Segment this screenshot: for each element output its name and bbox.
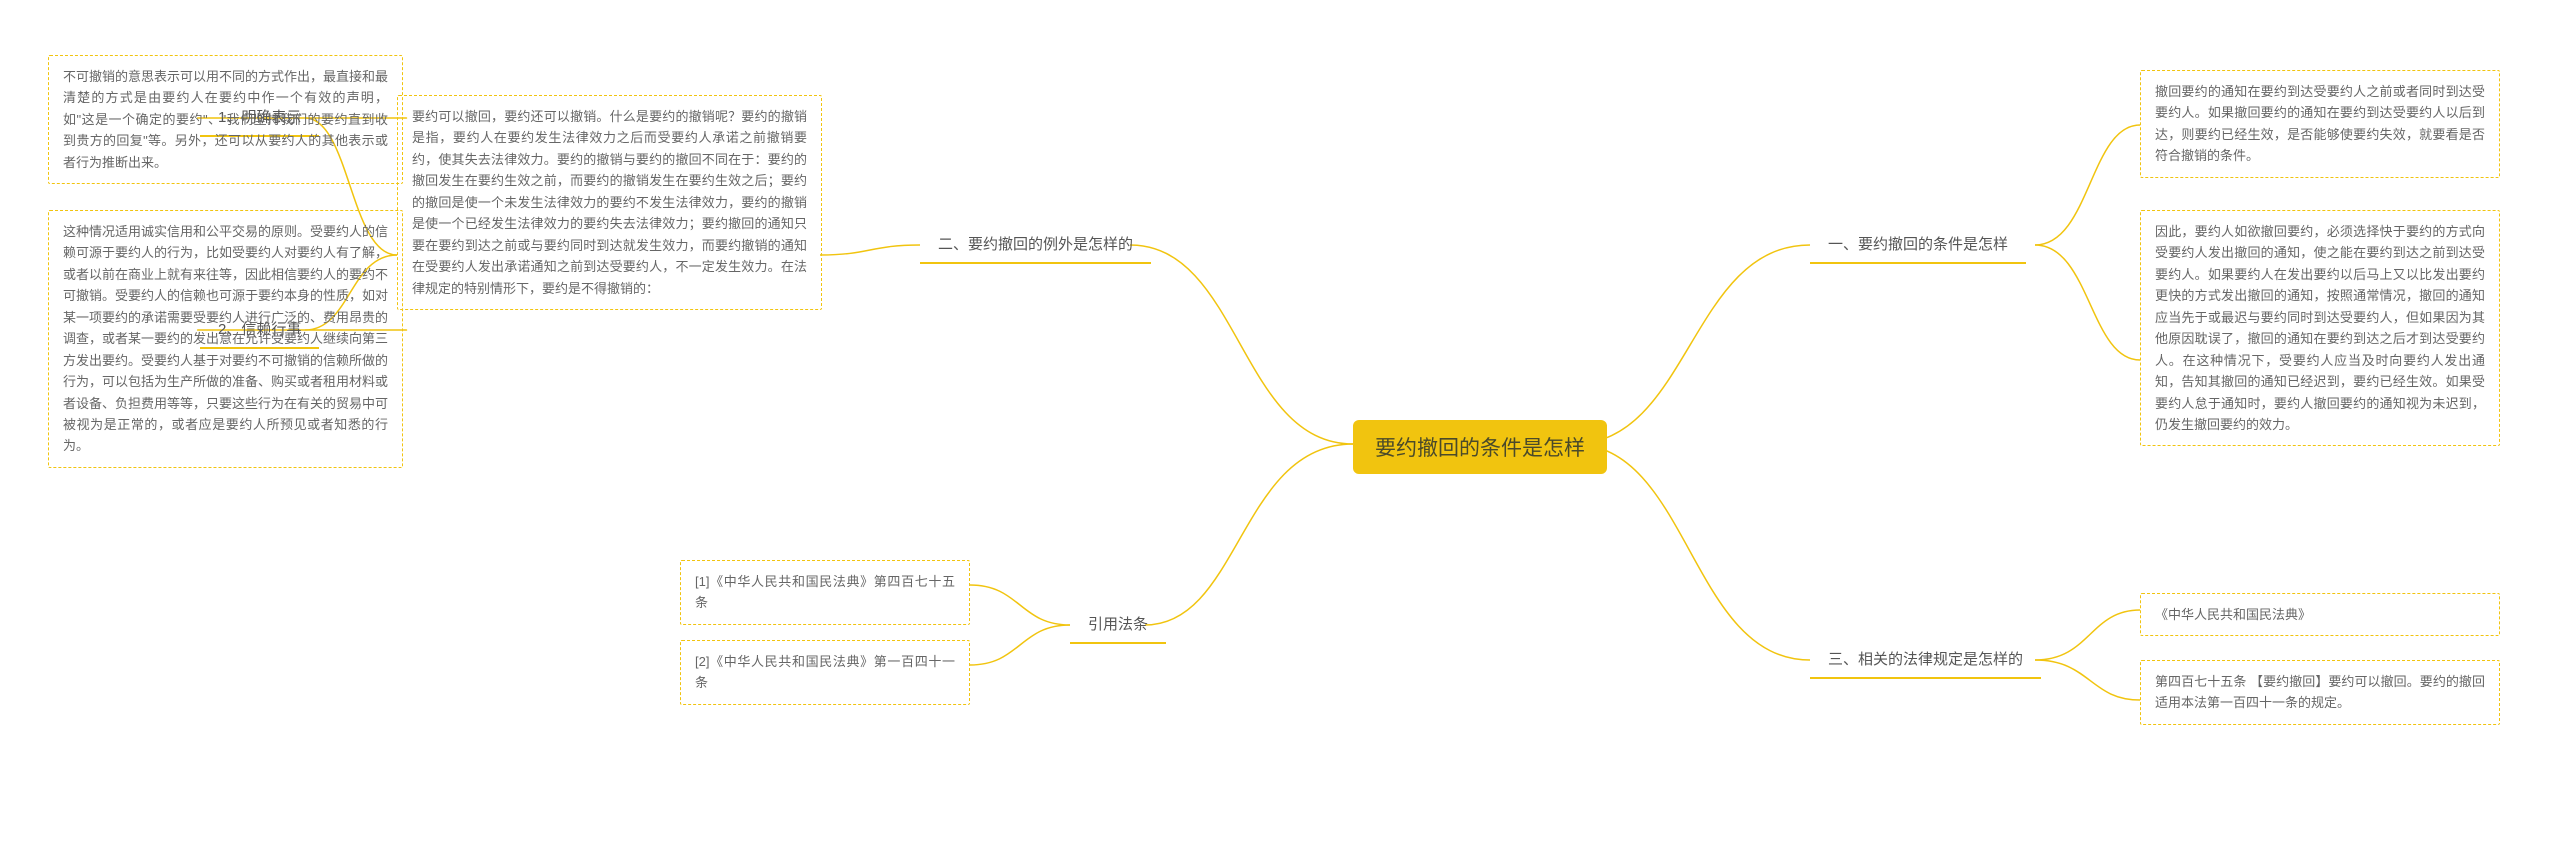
leaf-conditions-1: 撤回要约的通知在要约到达受要约人之前或者同时到达受要约人。如果撤回要约的通知在要… — [2140, 70, 2500, 178]
leaf-citation-1: [1]《中华人民共和国民法典》第四百七十五条 — [680, 560, 970, 625]
leaf-reliance: 这种情况适用诚实信用和公平交易的原则。受要约人的信赖可源于要约人的行为，比如受要… — [48, 210, 403, 468]
branch-conditions: 一、要约撤回的条件是怎样 — [1810, 225, 2026, 264]
leaf-exceptions-main: 要约可以撤回，要约还可以撤销。什么是要约的撤销呢？要约的撤销是指，要约人在要约发… — [397, 95, 822, 310]
root-node: 要约撤回的条件是怎样 — [1353, 420, 1607, 474]
branch-legal: 三、相关的法律规定是怎样的 — [1810, 640, 2041, 679]
leaf-legal-1: 《中华人民共和国民法典》 — [2140, 593, 2500, 636]
branch-citations: 引用法条 — [1070, 605, 1166, 644]
leaf-citation-2: [2]《中华人民共和国民法典》第一百四十一条 — [680, 640, 970, 705]
leaf-legal-2: 第四百七十五条 【要约撤回】要约可以撤回。要约的撤回适用本法第一百四十一条的规定… — [2140, 660, 2500, 725]
branch-exceptions: 二、要约撤回的例外是怎样的 — [920, 225, 1151, 264]
leaf-conditions-2: 因此，要约人如欲撤回要约，必须选择快于要约的方式向受要约人发出撤回的通知，使之能… — [2140, 210, 2500, 446]
leaf-explicit: 不可撤销的意思表示可以用不同的方式作出，最直接和最清楚的方式是由要约人在要约中作… — [48, 55, 403, 184]
